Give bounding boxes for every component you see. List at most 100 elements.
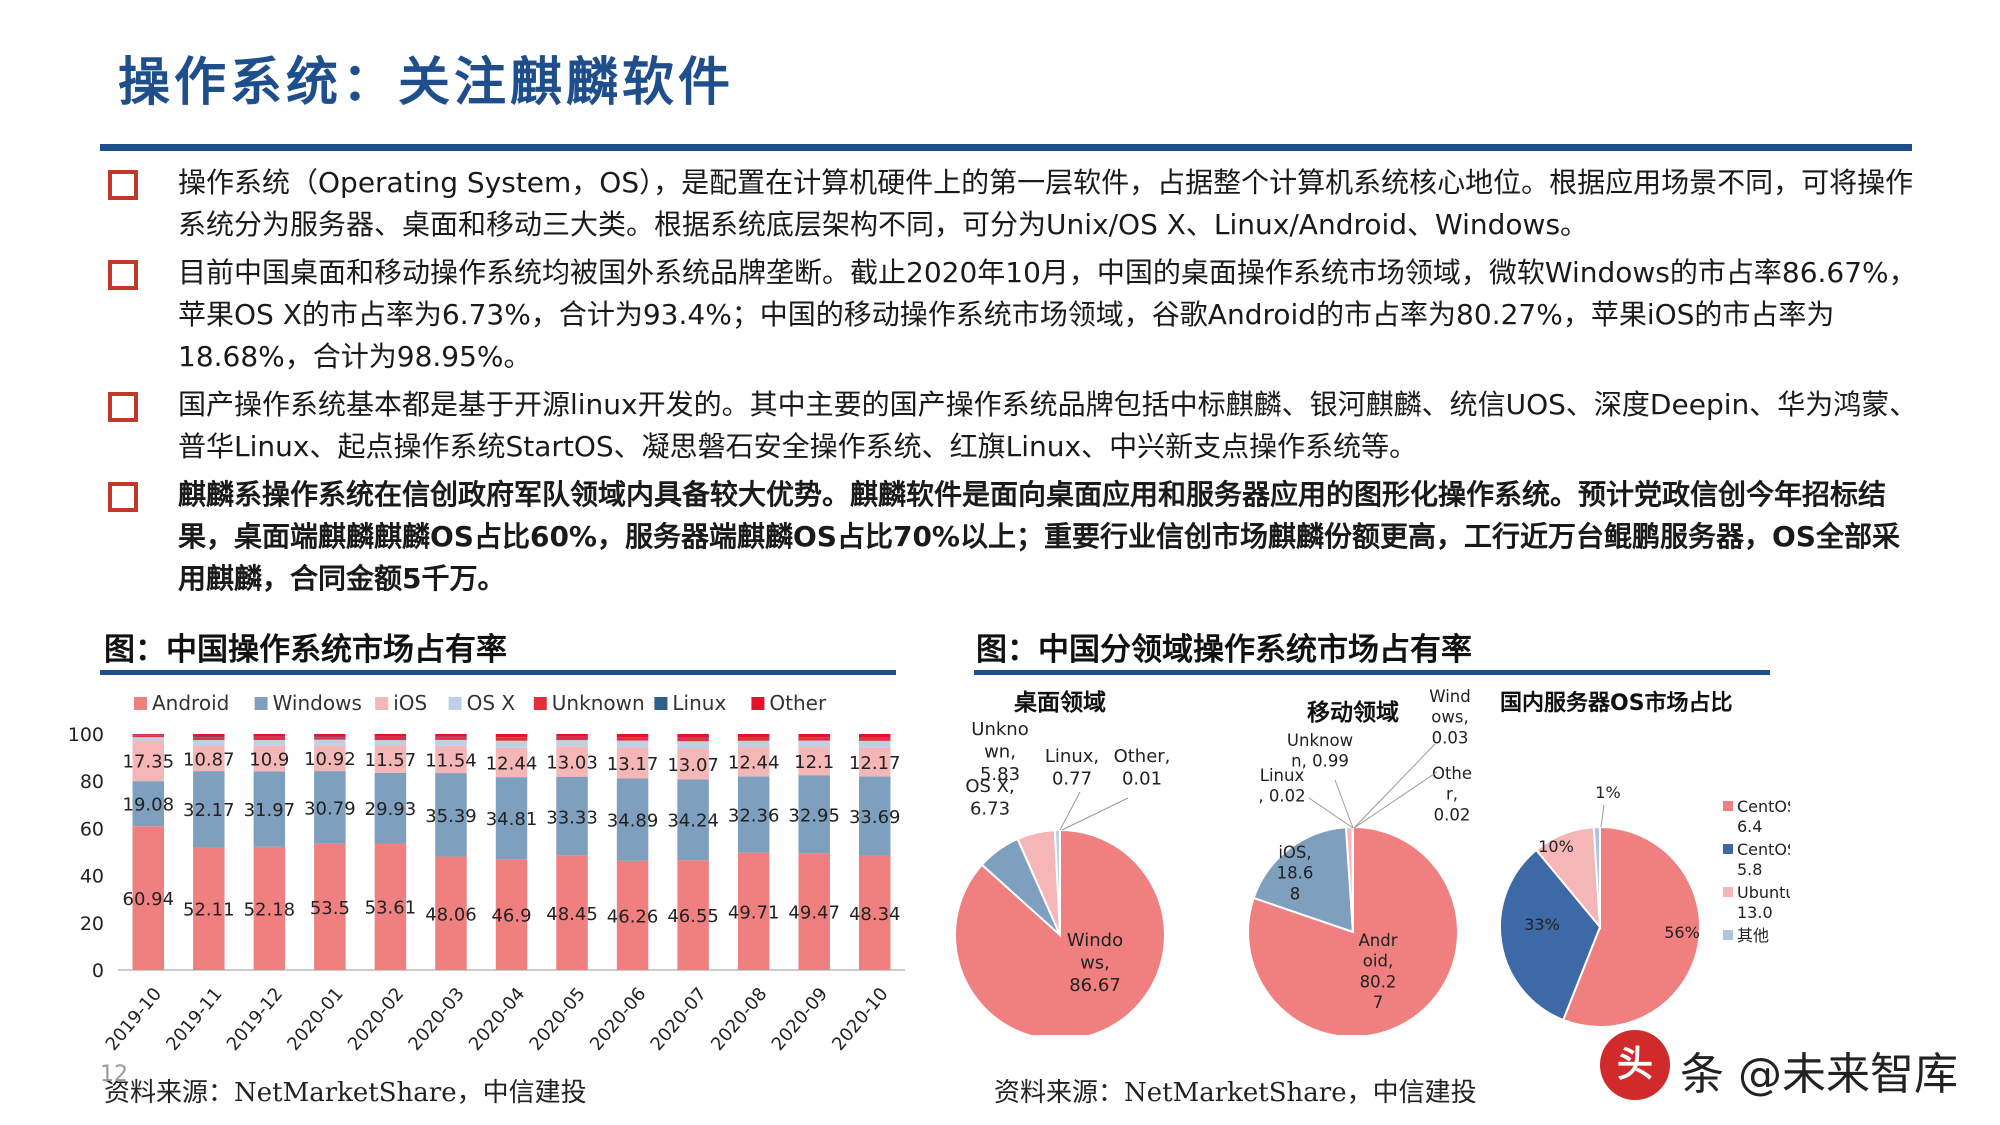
data-label: 17.35 — [123, 752, 175, 773]
bar-segment — [314, 771, 346, 844]
bar-segment — [132, 734, 165, 735]
leader-line — [1059, 791, 1081, 831]
bar-segment — [616, 734, 649, 738]
right-figure-source: 资料来源：NetMarketShare，中信建投 — [994, 1078, 1477, 1108]
data-label: 10.87 — [183, 749, 235, 770]
bar-segment — [798, 853, 830, 970]
bar-segment — [132, 737, 165, 741]
data-label: 32.36 — [728, 805, 780, 826]
bar-segment — [374, 843, 407, 970]
bar-segment — [374, 745, 407, 773]
square-bullet-icon — [108, 482, 138, 512]
bar-segment — [253, 737, 286, 741]
bullet-text: 操作系统（Operating System，OS），是配置在计算机硬件上的第一层… — [178, 166, 1914, 241]
bar-segment — [253, 740, 286, 746]
pie-slice — [1252, 826, 1355, 934]
bar-segment — [677, 738, 709, 742]
bar-segment — [314, 736, 346, 738]
data-label: 11.54 — [425, 750, 477, 771]
data-label: 53.5 — [310, 898, 350, 919]
bar-segment — [798, 734, 830, 738]
data-label: 31.97 — [244, 800, 296, 821]
bar-segment — [314, 745, 346, 772]
pie-label: Unknow n, 0.99 — [1287, 731, 1353, 771]
bar-segment — [616, 778, 649, 861]
bar-segment — [556, 776, 588, 856]
bullet-item: 麒麟系操作系统在信创政府军队领域内具备较大优势。麒麟软件是面向桌面应用和服务器应… — [100, 474, 1920, 600]
bar-segment — [677, 734, 709, 738]
data-label: 13.07 — [667, 755, 719, 776]
bullet-item: 操作系统（Operating System，OS），是配置在计算机硬件上的第一层… — [100, 162, 1920, 246]
bar-segment — [193, 847, 225, 970]
bar-segment — [253, 846, 286, 970]
bar-segment — [858, 747, 891, 777]
bar-segment — [132, 781, 165, 827]
x-tick-label: 2020-08 — [707, 984, 771, 1055]
pie-slice — [1247, 825, 1459, 1035]
y-tick-label: 20 — [80, 913, 104, 935]
bar-segment — [858, 738, 891, 741]
x-tick-label: 2020-06 — [586, 984, 650, 1055]
legend-swatch-os-x — [448, 697, 462, 710]
data-label: 13.17 — [607, 754, 659, 775]
bar-segment — [858, 855, 891, 970]
bar-segment — [374, 740, 407, 746]
legend-label: CentOS6.4 — [1737, 797, 1790, 836]
x-tick-label: 2020-02 — [344, 984, 408, 1055]
legend-label: CentOS5.8 — [1737, 840, 1790, 879]
data-label: 34.89 — [607, 811, 659, 832]
data-label: 33.69 — [849, 807, 901, 828]
bar-segment — [495, 737, 528, 741]
bar-segment — [616, 737, 649, 738]
server-pie-chart: 国内服务器OS市场占比 56% 33% 10% 1% CentOS6.4 CentOS5.8… — [1499, 690, 1790, 1028]
legend-swatch-unknown — [533, 697, 547, 710]
data-label: 12.44 — [728, 753, 780, 774]
bar-segment — [798, 775, 830, 854]
bar-segment — [737, 852, 770, 970]
bar-segment — [495, 737, 528, 738]
legend-swatch-linux — [654, 697, 668, 710]
right-figure-title: 图：中国分领域操作系统市场占有率 — [976, 632, 1472, 668]
bar-segment — [737, 737, 770, 741]
bullet-item: 国产操作系统基本都是基于开源linux开发的。其中主要的国产操作系统品牌包括中标… — [100, 384, 1920, 468]
legend-label: Ubuntu 13.0 — [1737, 883, 1790, 922]
legend-swatch-ios — [375, 697, 389, 710]
bar-segment — [737, 740, 770, 747]
pie-title: 国内服务器OS市场占比 — [1500, 690, 1733, 716]
pie-label: Linux, 0.77 — [1045, 746, 1099, 790]
pie-label: OS X, 6.73 — [965, 776, 1014, 820]
bar-segment — [556, 746, 588, 777]
y-tick-label: 40 — [80, 866, 104, 888]
bar-segment — [737, 746, 770, 777]
bar-segment — [314, 737, 346, 740]
data-label: 34.24 — [667, 811, 719, 832]
bar-segment — [253, 736, 286, 738]
left-figure-title: 图：中国操作系统市场占有率 — [104, 632, 507, 668]
data-label: 52.18 — [244, 899, 296, 920]
left-figure-source: 资料来源：NetMarketShare，中信建投 — [104, 1078, 587, 1108]
bar-segment — [435, 773, 467, 857]
bar-segment — [858, 737, 891, 739]
bar-segment — [495, 740, 528, 748]
legend-swatch — [1723, 844, 1733, 854]
legend-label: Other — [769, 691, 827, 715]
pie-label: 56% — [1664, 923, 1700, 942]
legend-label: OS X — [467, 691, 516, 715]
pie-label: Windo ws, 86.67 — [1067, 930, 1123, 996]
bar-segment — [495, 859, 528, 970]
y-tick-label: 60 — [80, 818, 104, 840]
bar-segment — [737, 734, 770, 738]
left-figure-rule — [100, 670, 896, 675]
bar-segment — [556, 740, 588, 747]
data-label: 46.26 — [607, 906, 659, 927]
legend-swatch-other — [751, 697, 765, 710]
data-label: 13.03 — [546, 753, 598, 774]
data-label: 12.17 — [849, 753, 901, 774]
bar-segment — [253, 771, 286, 847]
bar-segment — [677, 741, 709, 749]
x-tick-label: 2020-09 — [768, 984, 832, 1055]
leader-line — [1334, 779, 1354, 829]
bar-segment — [677, 860, 709, 970]
stacked-bar-chart: Android Windows iOS OS X Unknown Linux Other02… — [68, 691, 905, 1055]
